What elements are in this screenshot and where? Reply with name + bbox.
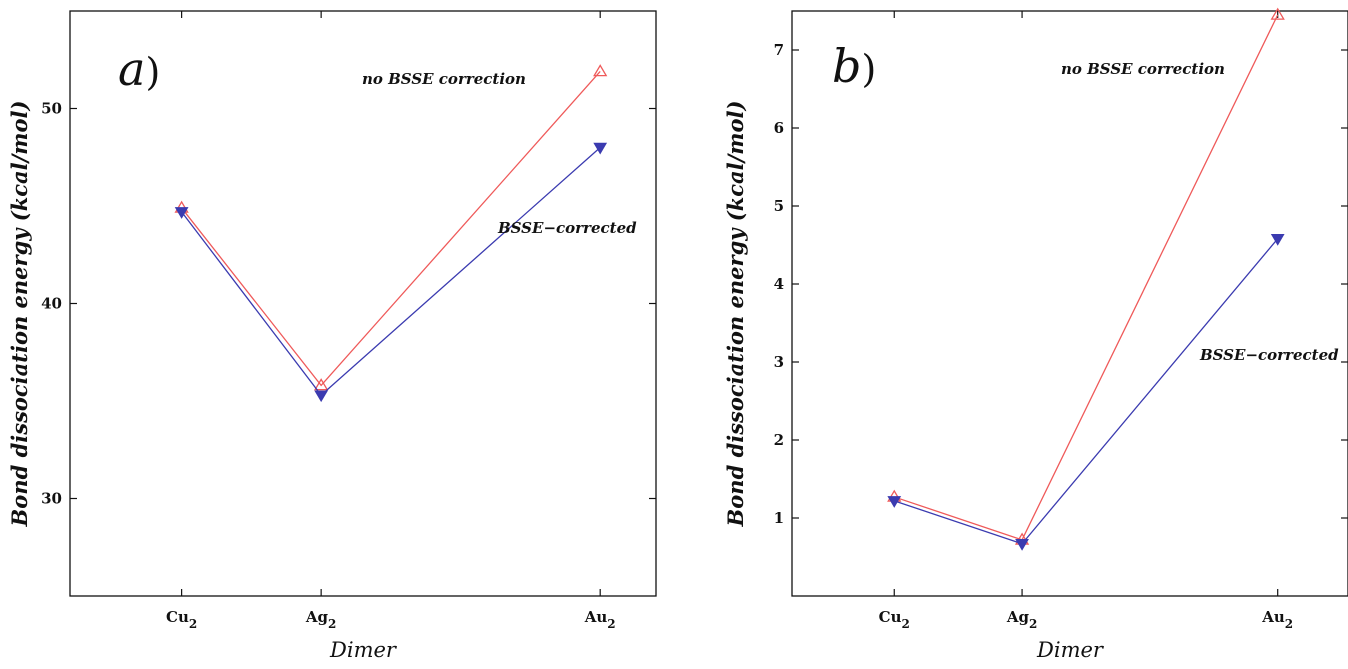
x-tick-label-base: Ag <box>305 608 329 626</box>
y-axis-label: Bond dissociation energy (kcal/mol) <box>723 101 748 528</box>
series-line-corrected <box>182 148 601 396</box>
x-tick-label-base: Ag <box>1006 608 1030 626</box>
x-axis-label: Dimer <box>329 638 398 662</box>
plot-frame <box>70 11 656 596</box>
x-tick-label-subscript: 2 <box>328 617 336 631</box>
x-tick-label-subscript: 2 <box>607 617 615 631</box>
y-tick-label: 50 <box>41 100 62 118</box>
x-tick-label-subscript: 2 <box>1029 617 1037 631</box>
y-tick-label: 1 <box>774 509 784 527</box>
panel-label-paren: ) <box>861 47 876 91</box>
y-tick-label: 7 <box>774 41 784 59</box>
x-tick-label-base: Au <box>584 608 608 626</box>
series-annotation-corrected: BSSE−corrected <box>1199 346 1339 364</box>
y-tick-label: 6 <box>774 119 784 137</box>
y-axis-label: Bond dissociation energy (kcal/mol) <box>7 101 32 528</box>
data-point-corrected <box>315 391 327 401</box>
y-tick-label: 5 <box>774 197 784 215</box>
plot-frame <box>792 11 1348 596</box>
x-axis-label: Dimer <box>1036 638 1105 662</box>
x-tick-label: Ag2 <box>305 608 337 631</box>
x-tick-label-base: Au <box>1261 608 1285 626</box>
series-line-uncorrected <box>894 15 1277 540</box>
x-tick-label: Cu2 <box>166 608 197 631</box>
series-line-corrected <box>894 239 1277 544</box>
x-tick-label-base: Cu <box>166 608 189 626</box>
y-tick-label: 4 <box>774 275 784 293</box>
series-annotation-uncorrected: no BSSE correction <box>1061 60 1225 78</box>
series-annotation-corrected: BSSE−corrected <box>497 219 637 237</box>
panel-label: a) <box>118 42 160 96</box>
panel-label-paren: ) <box>145 50 160 94</box>
x-tick-label-subscript: 2 <box>189 617 197 631</box>
y-tick-label: 3 <box>774 353 784 371</box>
x-tick-label-subscript: 2 <box>902 617 910 631</box>
x-tick-label: Au2 <box>584 608 616 631</box>
x-tick-label: Ag2 <box>1006 608 1038 631</box>
panel-label-letter: b <box>832 39 861 93</box>
panel-label: b) <box>832 39 876 93</box>
y-tick-label: 40 <box>41 295 62 313</box>
x-tick-label: Cu2 <box>879 608 910 631</box>
chart-panel-a: 304050Cu2Ag2Au2DimerBond dissociation en… <box>7 11 656 662</box>
panel-label-letter: a <box>118 42 145 96</box>
x-tick-label-subscript: 2 <box>1285 617 1293 631</box>
series-annotation-uncorrected: no BSSE correction <box>362 70 526 88</box>
y-tick-label: 30 <box>41 490 62 508</box>
data-point-uncorrected <box>594 65 606 75</box>
x-tick-label: Au2 <box>1261 608 1293 631</box>
y-tick-label: 2 <box>774 431 784 449</box>
x-tick-label-base: Cu <box>879 608 902 626</box>
chart-panel-b: 1234567Cu2Ag2Au2DimerBond dissociation e… <box>723 9 1348 662</box>
